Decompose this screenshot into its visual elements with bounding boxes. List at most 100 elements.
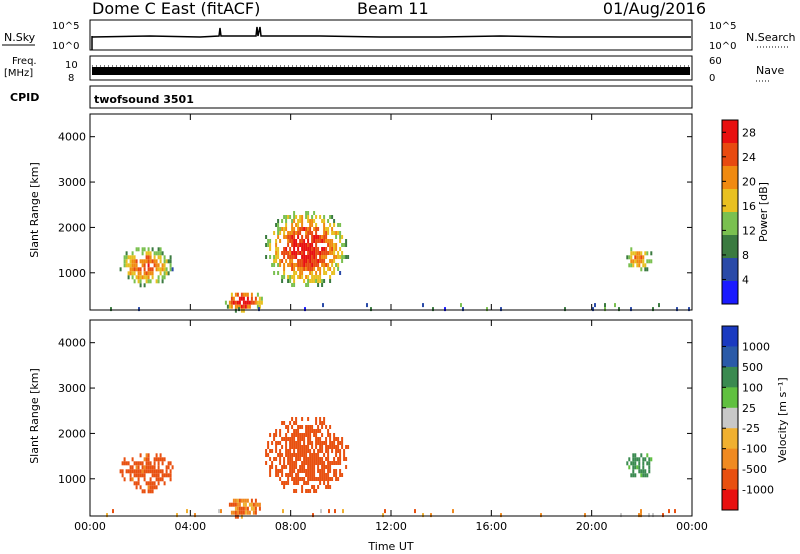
power-echo-cell bbox=[157, 255, 160, 260]
power-echo-cell bbox=[317, 235, 320, 239]
velocity-echo-cell bbox=[291, 437, 294, 441]
power-echo-cell bbox=[650, 259, 653, 264]
power-echo-cell bbox=[291, 251, 294, 255]
power-echo-cell bbox=[287, 275, 290, 279]
velocity-echo-cell bbox=[335, 469, 338, 473]
power-echo-cell bbox=[246, 292, 249, 297]
power-echo-cell bbox=[135, 263, 138, 268]
velocity-echo-cell bbox=[155, 477, 158, 482]
velocity-echo-cell bbox=[279, 449, 282, 453]
velocity-echo-cell bbox=[137, 461, 140, 466]
power-echo-cell bbox=[281, 251, 284, 255]
power-echo-cell bbox=[319, 275, 322, 279]
cpid-label: CPID bbox=[10, 91, 39, 104]
velocity-echo-cell bbox=[293, 465, 296, 469]
power-echo-cell bbox=[315, 275, 318, 279]
time-axis-label: Time UT bbox=[367, 540, 413, 553]
velocity-echo-cell bbox=[232, 498, 235, 503]
velocity-echo-cell bbox=[301, 425, 304, 429]
power-echo-cell bbox=[279, 239, 282, 243]
power-echo-cell bbox=[301, 215, 304, 219]
power-echo-cell bbox=[339, 239, 342, 243]
power-echo-cell bbox=[309, 251, 312, 255]
velocity-cbar-segment bbox=[722, 428, 738, 450]
power-echo-cell bbox=[322, 303, 324, 308]
velocity-echo-cell bbox=[307, 465, 310, 469]
velocity-echo-cell bbox=[339, 469, 342, 473]
nsky-trace bbox=[91, 26, 691, 38]
power-echo-cell bbox=[315, 243, 318, 247]
power-echo-cell bbox=[145, 279, 148, 284]
power-echo-cell bbox=[299, 219, 302, 223]
power-echo-cell bbox=[301, 239, 304, 243]
power-echo-cell bbox=[305, 227, 308, 231]
velocity-echo-cell bbox=[234, 498, 237, 503]
power-echo-cell bbox=[646, 259, 649, 264]
velocity-echo-cell bbox=[129, 465, 132, 470]
power-echo-cell bbox=[325, 227, 328, 231]
velocity-echo-cell bbox=[234, 502, 237, 507]
velocity-echo-cell bbox=[121, 473, 124, 478]
power-echo-cell bbox=[295, 243, 298, 247]
x-tick-label: 12:00 bbox=[375, 520, 407, 533]
y-tick-label: 4000 bbox=[58, 131, 86, 144]
power-echo-cell bbox=[155, 279, 158, 284]
velocity-echo-cell bbox=[133, 469, 136, 474]
velocity-echo-cell bbox=[333, 445, 336, 449]
velocity-echo-cell bbox=[275, 469, 278, 473]
velocity-echo-cell bbox=[335, 461, 338, 465]
power-echo-cell bbox=[299, 243, 302, 247]
power-echo-cell bbox=[325, 235, 328, 239]
velocity-echo-cell bbox=[281, 437, 284, 441]
power-echo-cell bbox=[291, 243, 294, 247]
power-echo-cell bbox=[301, 247, 304, 251]
power-echo-cell bbox=[305, 211, 308, 215]
power-echo-cell bbox=[283, 251, 286, 255]
velocity-echo-cell bbox=[307, 441, 310, 445]
velocity-echo-cell bbox=[337, 437, 340, 441]
x-tick-label: 08:00 bbox=[275, 520, 307, 533]
velocity-echo-cell bbox=[155, 469, 158, 474]
velocity-echo-cell bbox=[331, 445, 334, 449]
velocity-echo-cell bbox=[121, 469, 124, 474]
power-echo-cell bbox=[163, 263, 166, 268]
power-echo-cell bbox=[323, 215, 326, 219]
velocity-echo-cell bbox=[279, 433, 282, 437]
velocity-echo-cell bbox=[301, 437, 304, 441]
velocity-echo-cell bbox=[309, 441, 312, 445]
freq-label: Freq. bbox=[12, 56, 37, 67]
velocity-echo-cell bbox=[265, 461, 268, 465]
velocity-echo-cell bbox=[305, 489, 308, 493]
velocity-echo-cell bbox=[329, 461, 332, 465]
velocity-echo-cell bbox=[295, 457, 298, 461]
power-echo-cell bbox=[157, 247, 160, 252]
power-echo-cell bbox=[151, 247, 154, 252]
velocity-echo-cell bbox=[285, 441, 288, 445]
power-echo-cell bbox=[151, 259, 154, 264]
velocity-echo-cell bbox=[640, 513, 642, 518]
power-echo-cell bbox=[228, 304, 231, 309]
power-echo-cell bbox=[317, 283, 320, 287]
power-echo-cell bbox=[331, 215, 334, 219]
velocity-echo-cell bbox=[281, 445, 284, 449]
velocity-echo-cell bbox=[149, 469, 152, 474]
velocity-echo-cell bbox=[307, 417, 310, 421]
velocity-echo-cell bbox=[321, 457, 324, 461]
velocity-echo-cell bbox=[307, 425, 310, 429]
velocity-echo-cell bbox=[230, 510, 233, 515]
velocity-cbar-label: Velocity [m s⁻¹] bbox=[776, 377, 789, 462]
power-echo-cell bbox=[295, 271, 298, 275]
velocity-echo-cell bbox=[157, 477, 160, 482]
velocity-echo-cell bbox=[236, 506, 239, 511]
velocity-echo-cell bbox=[323, 421, 326, 425]
power-echo-cell bbox=[127, 271, 130, 276]
velocity-echo-cell bbox=[329, 469, 332, 473]
velocity-echo-cell bbox=[163, 473, 166, 478]
power-echo-cell bbox=[141, 263, 144, 268]
velocity-echo-cell bbox=[141, 489, 144, 494]
velocity-echo-cell bbox=[335, 437, 338, 441]
velocity-echo-cell bbox=[244, 506, 247, 511]
power-echo-cell bbox=[291, 219, 294, 223]
power-echo-cell bbox=[143, 259, 146, 264]
velocity-echo-cell bbox=[250, 502, 253, 507]
